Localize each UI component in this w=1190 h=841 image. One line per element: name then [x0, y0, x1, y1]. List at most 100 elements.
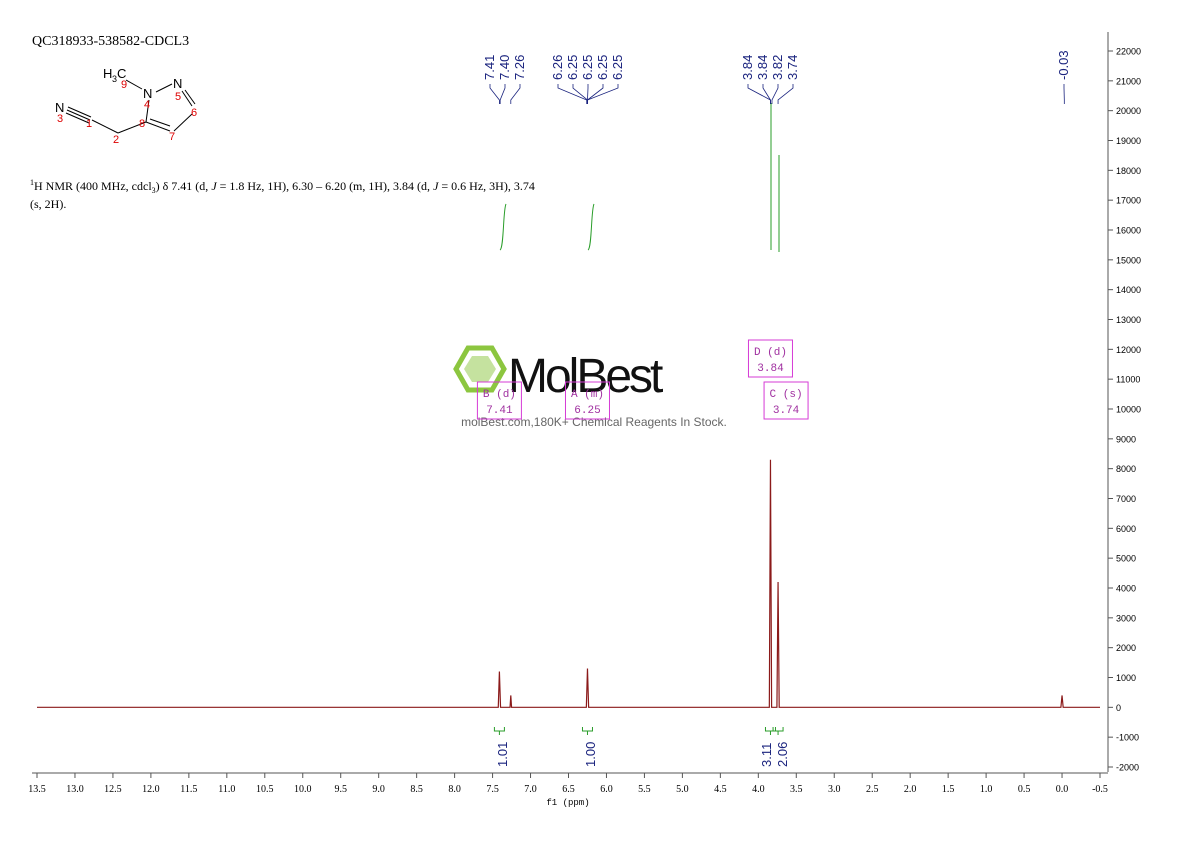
atom-number: 8 — [139, 118, 145, 130]
peak-label: 3.74 — [785, 55, 800, 80]
multiplet-box — [763, 381, 809, 420]
peak-label: 7.26 — [512, 55, 527, 80]
multiplet-shift: 3.84 — [757, 363, 784, 375]
x-axis-label: f1 (ppm) — [546, 798, 589, 808]
atom-number: 5 — [175, 91, 181, 103]
atom-number: 4 — [144, 99, 150, 111]
x-tick-label: 9.0 — [372, 784, 385, 795]
multiplet-box — [747, 339, 793, 378]
x-tick-label: 13.5 — [28, 784, 46, 795]
peak-label: 6.25 — [565, 55, 580, 80]
y-tick-label: 2000 — [1116, 643, 1136, 653]
atom-number: 7 — [169, 131, 175, 143]
x-tick-label: 10.5 — [256, 784, 274, 795]
description: 1H NMR (400 MHz, cdcl3) δ 7.41 (d, J = 1… — [30, 178, 535, 195]
y-tick-label: 17000 — [1116, 196, 1141, 206]
x-tick-label: 6.0 — [600, 784, 613, 795]
x-tick-label: 1.0 — [980, 784, 993, 795]
y-tick-label: 7000 — [1116, 494, 1136, 504]
atom-number: 6 — [191, 107, 197, 119]
x-tick-label: 13.0 — [66, 784, 84, 795]
peak-connector — [762, 84, 771, 104]
x-tick-label: 11.0 — [218, 784, 235, 795]
x-tick-label: 8.0 — [448, 784, 461, 795]
x-tick-label: 5.0 — [676, 784, 689, 795]
y-tick-label: 9000 — [1116, 434, 1136, 444]
peak-label: 3.84 — [755, 55, 770, 80]
x-tick-label: 6.5 — [562, 784, 575, 795]
y-tick-label: 20000 — [1116, 106, 1141, 116]
y-tick-label: 11000 — [1116, 375, 1140, 385]
atom-number: 1 — [86, 118, 92, 130]
x-tick-label: 3.5 — [790, 784, 803, 795]
peak-label: 6.25 — [595, 55, 610, 80]
multiplet-label: D (d) — [754, 347, 787, 359]
tagline: molBest.com,180K+ Chemical Reagents In S… — [461, 415, 727, 429]
x-tick-label: 8.5 — [410, 784, 423, 795]
text: J — [433, 179, 439, 193]
peak-connector — [587, 84, 604, 104]
peak-label: -0.03 — [1056, 50, 1071, 80]
y-tick-label: 15000 — [1116, 255, 1141, 265]
integral-curves — [499, 103, 780, 252]
text: ) δ 7.41 (d, — [156, 179, 212, 193]
peak-connector — [777, 84, 794, 104]
integral-label: 2.06 — [775, 742, 790, 767]
x-tick-label: 3.0 — [828, 784, 841, 795]
y-tick-label: 4000 — [1116, 584, 1136, 594]
x-tick-label: 0.5 — [1018, 784, 1031, 795]
multiplet-shift: 7.41 — [486, 405, 513, 417]
brand: MolBest — [508, 350, 663, 403]
x-tick-label: 12.0 — [142, 784, 160, 795]
y-tick-label: 1000 — [1116, 673, 1136, 683]
multiplet-label: B (d) — [483, 389, 516, 401]
x-tick-label: 4.5 — [714, 784, 727, 795]
peak-connector — [572, 84, 588, 104]
y-tick-label: 12000 — [1116, 345, 1141, 355]
atom: C — [117, 66, 126, 81]
integral-label: 1.00 — [583, 742, 598, 767]
x-tick-label: 11.5 — [180, 784, 197, 795]
y-tick-label: -2000 — [1116, 763, 1139, 773]
y-tick-label: 10000 — [1116, 405, 1141, 415]
y-tick-label: 21000 — [1116, 76, 1141, 86]
peak-label: 6.25 — [610, 55, 625, 80]
multiplet-box — [564, 381, 610, 420]
y-tick-label: 8000 — [1116, 464, 1136, 474]
multiplet-label: C (s) — [770, 389, 803, 401]
peak-label: 6.25 — [580, 55, 595, 80]
x-tick-label: 4.0 — [752, 784, 765, 795]
y-tick-label: 18000 — [1116, 166, 1141, 176]
y-tick-label: 16000 — [1116, 226, 1141, 236]
multiplet-box — [476, 381, 522, 420]
text: = 1.8 Hz, 1H), 6.30 – 6.20 (m, 1H), 3.84… — [217, 179, 433, 193]
y-tick-label: 3000 — [1116, 613, 1136, 623]
peak-label: 3.82 — [770, 55, 785, 80]
sup: 1 — [30, 178, 34, 187]
integral-label: 3.11 — [759, 743, 774, 767]
y-tick-label: 22000 — [1116, 47, 1141, 57]
text: = 0.6 Hz, 3H), 3.74 — [438, 179, 534, 193]
x-tick-label: 9.5 — [334, 784, 347, 795]
peak-connector — [587, 84, 619, 104]
integral-bracket — [493, 727, 505, 735]
x-tick-label: 5.5 — [638, 784, 651, 795]
text: J — [211, 179, 217, 193]
integral-bracket — [772, 727, 784, 735]
sub: 3 — [152, 186, 156, 195]
x-tick-label: -0.5 — [1092, 784, 1108, 795]
multiplet-shift: 6.25 — [574, 405, 600, 417]
multiplet-label: A (m) — [571, 389, 604, 401]
x-tick-label: 7.5 — [486, 784, 499, 795]
y-tick-label: 0 — [1116, 703, 1121, 713]
text: H NMR (400 MHz, cdcl — [34, 179, 152, 193]
integral-label: 1.01 — [495, 742, 510, 767]
peak-connector — [771, 84, 779, 104]
y-tick-label: 5000 — [1116, 554, 1136, 564]
y-tick-label: 6000 — [1116, 524, 1136, 534]
chart-title: QC318933-538582-CDCL3 — [32, 34, 189, 49]
integral-bracket — [581, 727, 593, 735]
atom: H — [103, 66, 112, 81]
atom: N — [143, 86, 152, 101]
structure — [65, 79, 196, 134]
